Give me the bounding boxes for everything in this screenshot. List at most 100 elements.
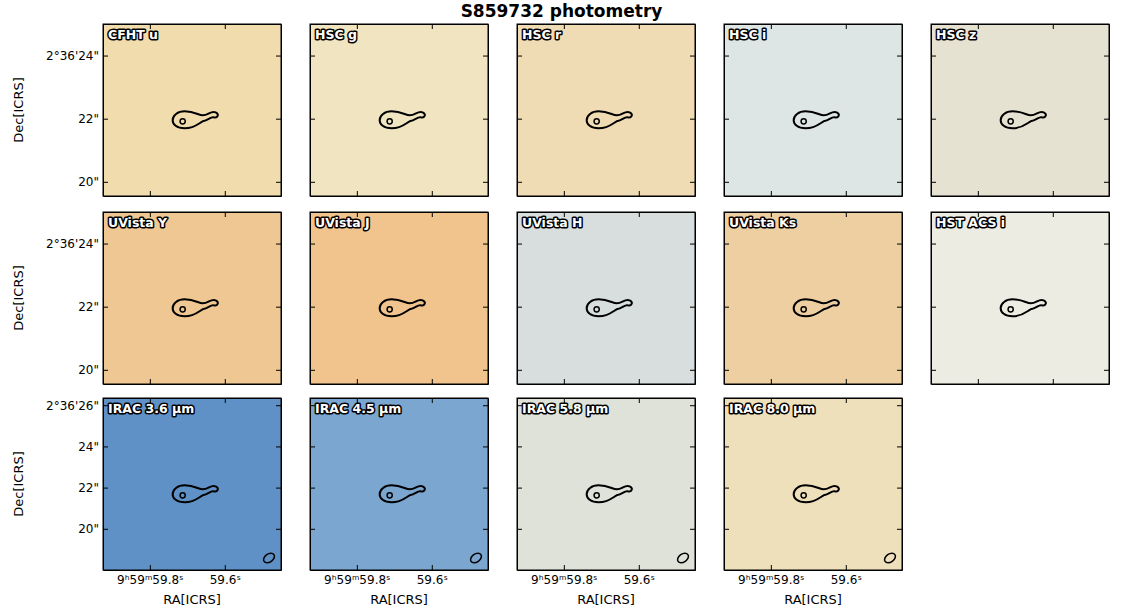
tick-mark xyxy=(690,56,695,57)
tick xyxy=(310,307,315,308)
frame xyxy=(517,212,695,384)
tick xyxy=(690,244,695,245)
image-background xyxy=(103,24,281,196)
tick-mark xyxy=(357,191,358,196)
y-axis xyxy=(724,399,729,571)
tick-mark xyxy=(310,488,315,489)
tick: 20" xyxy=(78,175,108,189)
source-contour xyxy=(587,485,632,502)
y-axis xyxy=(724,25,729,197)
tick-mark xyxy=(225,379,226,384)
source-contour xyxy=(1001,111,1046,128)
tick-mark xyxy=(225,212,226,217)
image-background xyxy=(931,24,1109,196)
tick xyxy=(483,119,488,120)
tick-mark xyxy=(310,446,315,447)
tick-mark xyxy=(690,529,695,530)
tick xyxy=(432,379,433,384)
tick xyxy=(432,191,433,196)
x-axis: 9ʰ59ᵐ59.8ˢ59.6ˢ xyxy=(104,565,282,587)
tick xyxy=(276,446,281,447)
source-position xyxy=(1008,119,1013,124)
source-position xyxy=(1008,307,1013,312)
frame xyxy=(310,398,488,570)
tick xyxy=(931,244,936,245)
plot-area xyxy=(103,212,281,384)
tick-mark xyxy=(432,379,433,384)
tick: 9ʰ59ᵐ59.8ˢ xyxy=(738,565,804,587)
tick-mark xyxy=(310,119,315,120)
image-background xyxy=(724,212,902,384)
tick-mark xyxy=(276,244,281,245)
x-axis-title: RA[ICRS] xyxy=(163,592,221,607)
plot-area xyxy=(724,398,902,570)
tick-mark xyxy=(931,119,936,120)
source-position xyxy=(180,307,185,312)
tick-mark xyxy=(310,370,315,371)
tick-mark xyxy=(931,56,936,57)
tick xyxy=(1104,307,1109,308)
tick-label: 2°36'24" xyxy=(46,49,99,63)
tick-mark xyxy=(897,307,902,308)
plot-area xyxy=(103,398,281,570)
tick xyxy=(517,307,522,308)
plot-area xyxy=(724,24,902,196)
tick xyxy=(276,529,281,530)
tick-mark xyxy=(1053,24,1054,29)
tick-label: 59.6ˢ xyxy=(210,573,241,587)
image-background xyxy=(931,212,1109,384)
tick: 22" xyxy=(78,112,108,126)
tick-mark xyxy=(310,307,315,308)
panel-label: IRAC 8.0 µm xyxy=(729,401,815,416)
tick xyxy=(846,398,847,403)
plot-area xyxy=(103,24,281,196)
tick-mark xyxy=(276,446,281,447)
tick-mark xyxy=(103,244,108,245)
source-position xyxy=(594,307,599,312)
tick xyxy=(724,119,729,120)
tick-mark xyxy=(639,379,640,384)
tick-mark xyxy=(639,212,640,217)
tick xyxy=(897,529,902,530)
tick-mark xyxy=(931,307,936,308)
tick xyxy=(690,446,695,447)
tick-mark xyxy=(1104,244,1109,245)
tick-mark xyxy=(978,379,979,384)
figure: S859732 photometry2°36'24"22"20"CFHT uDe… xyxy=(0,0,1123,613)
tick-mark xyxy=(483,488,488,489)
tick xyxy=(639,379,640,384)
tick-mark xyxy=(1053,379,1054,384)
tick xyxy=(1104,56,1109,57)
plot-area xyxy=(310,212,488,384)
tick xyxy=(1104,370,1109,371)
tick-mark xyxy=(225,565,226,570)
tick xyxy=(690,307,695,308)
panel: 2°36'26"24"22"20"9ʰ59ᵐ59.8ˢ59.6ˢIRAC 3.6… xyxy=(11,398,282,607)
tick xyxy=(931,56,936,57)
source-contour xyxy=(1001,299,1046,316)
tick-mark xyxy=(978,24,979,29)
tick xyxy=(564,24,565,29)
tick xyxy=(483,370,488,371)
tick xyxy=(432,398,433,403)
tick xyxy=(724,529,729,530)
tick-mark xyxy=(690,488,695,489)
tick-mark xyxy=(771,191,772,196)
y-axis xyxy=(724,213,729,385)
tick xyxy=(639,24,640,29)
y-axis: 2°36'24" 22" 20" xyxy=(46,25,108,197)
tick-mark xyxy=(724,244,729,245)
tick-mark xyxy=(690,370,695,371)
tick-mark xyxy=(357,565,358,570)
tick xyxy=(724,370,729,371)
tick xyxy=(517,446,522,447)
source-contour xyxy=(380,111,425,128)
tick-mark xyxy=(564,24,565,29)
tick-label: 22" xyxy=(78,481,99,495)
tick xyxy=(150,191,151,196)
tick-mark xyxy=(724,307,729,308)
source-contour xyxy=(380,299,425,316)
panel-label: UVista Ks xyxy=(729,215,796,230)
tick: 59.6ˢ xyxy=(210,565,241,587)
panel-label: IRAC 5.8 µm xyxy=(522,401,608,416)
